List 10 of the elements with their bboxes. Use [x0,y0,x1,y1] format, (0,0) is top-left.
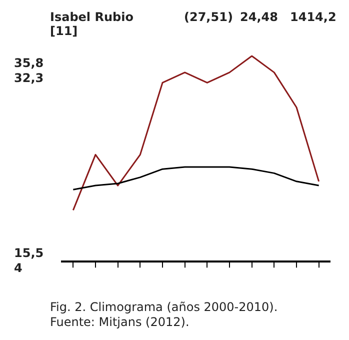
source-note: Fuente: Mitjans (2012). [50,315,190,329]
text: 4 [14,261,22,275]
text: 1414,2 [290,10,336,24]
text: 35,8 [14,56,44,70]
chart-title: Isabel Rubio [11] [50,10,134,38]
text: 15,5 [14,246,44,260]
text: (27,51) [184,10,233,24]
text: 24,48 [240,10,278,24]
caption: Fig. 2. Climograma (años 2000-2010). [50,300,278,314]
text: 32,3 [14,71,44,85]
